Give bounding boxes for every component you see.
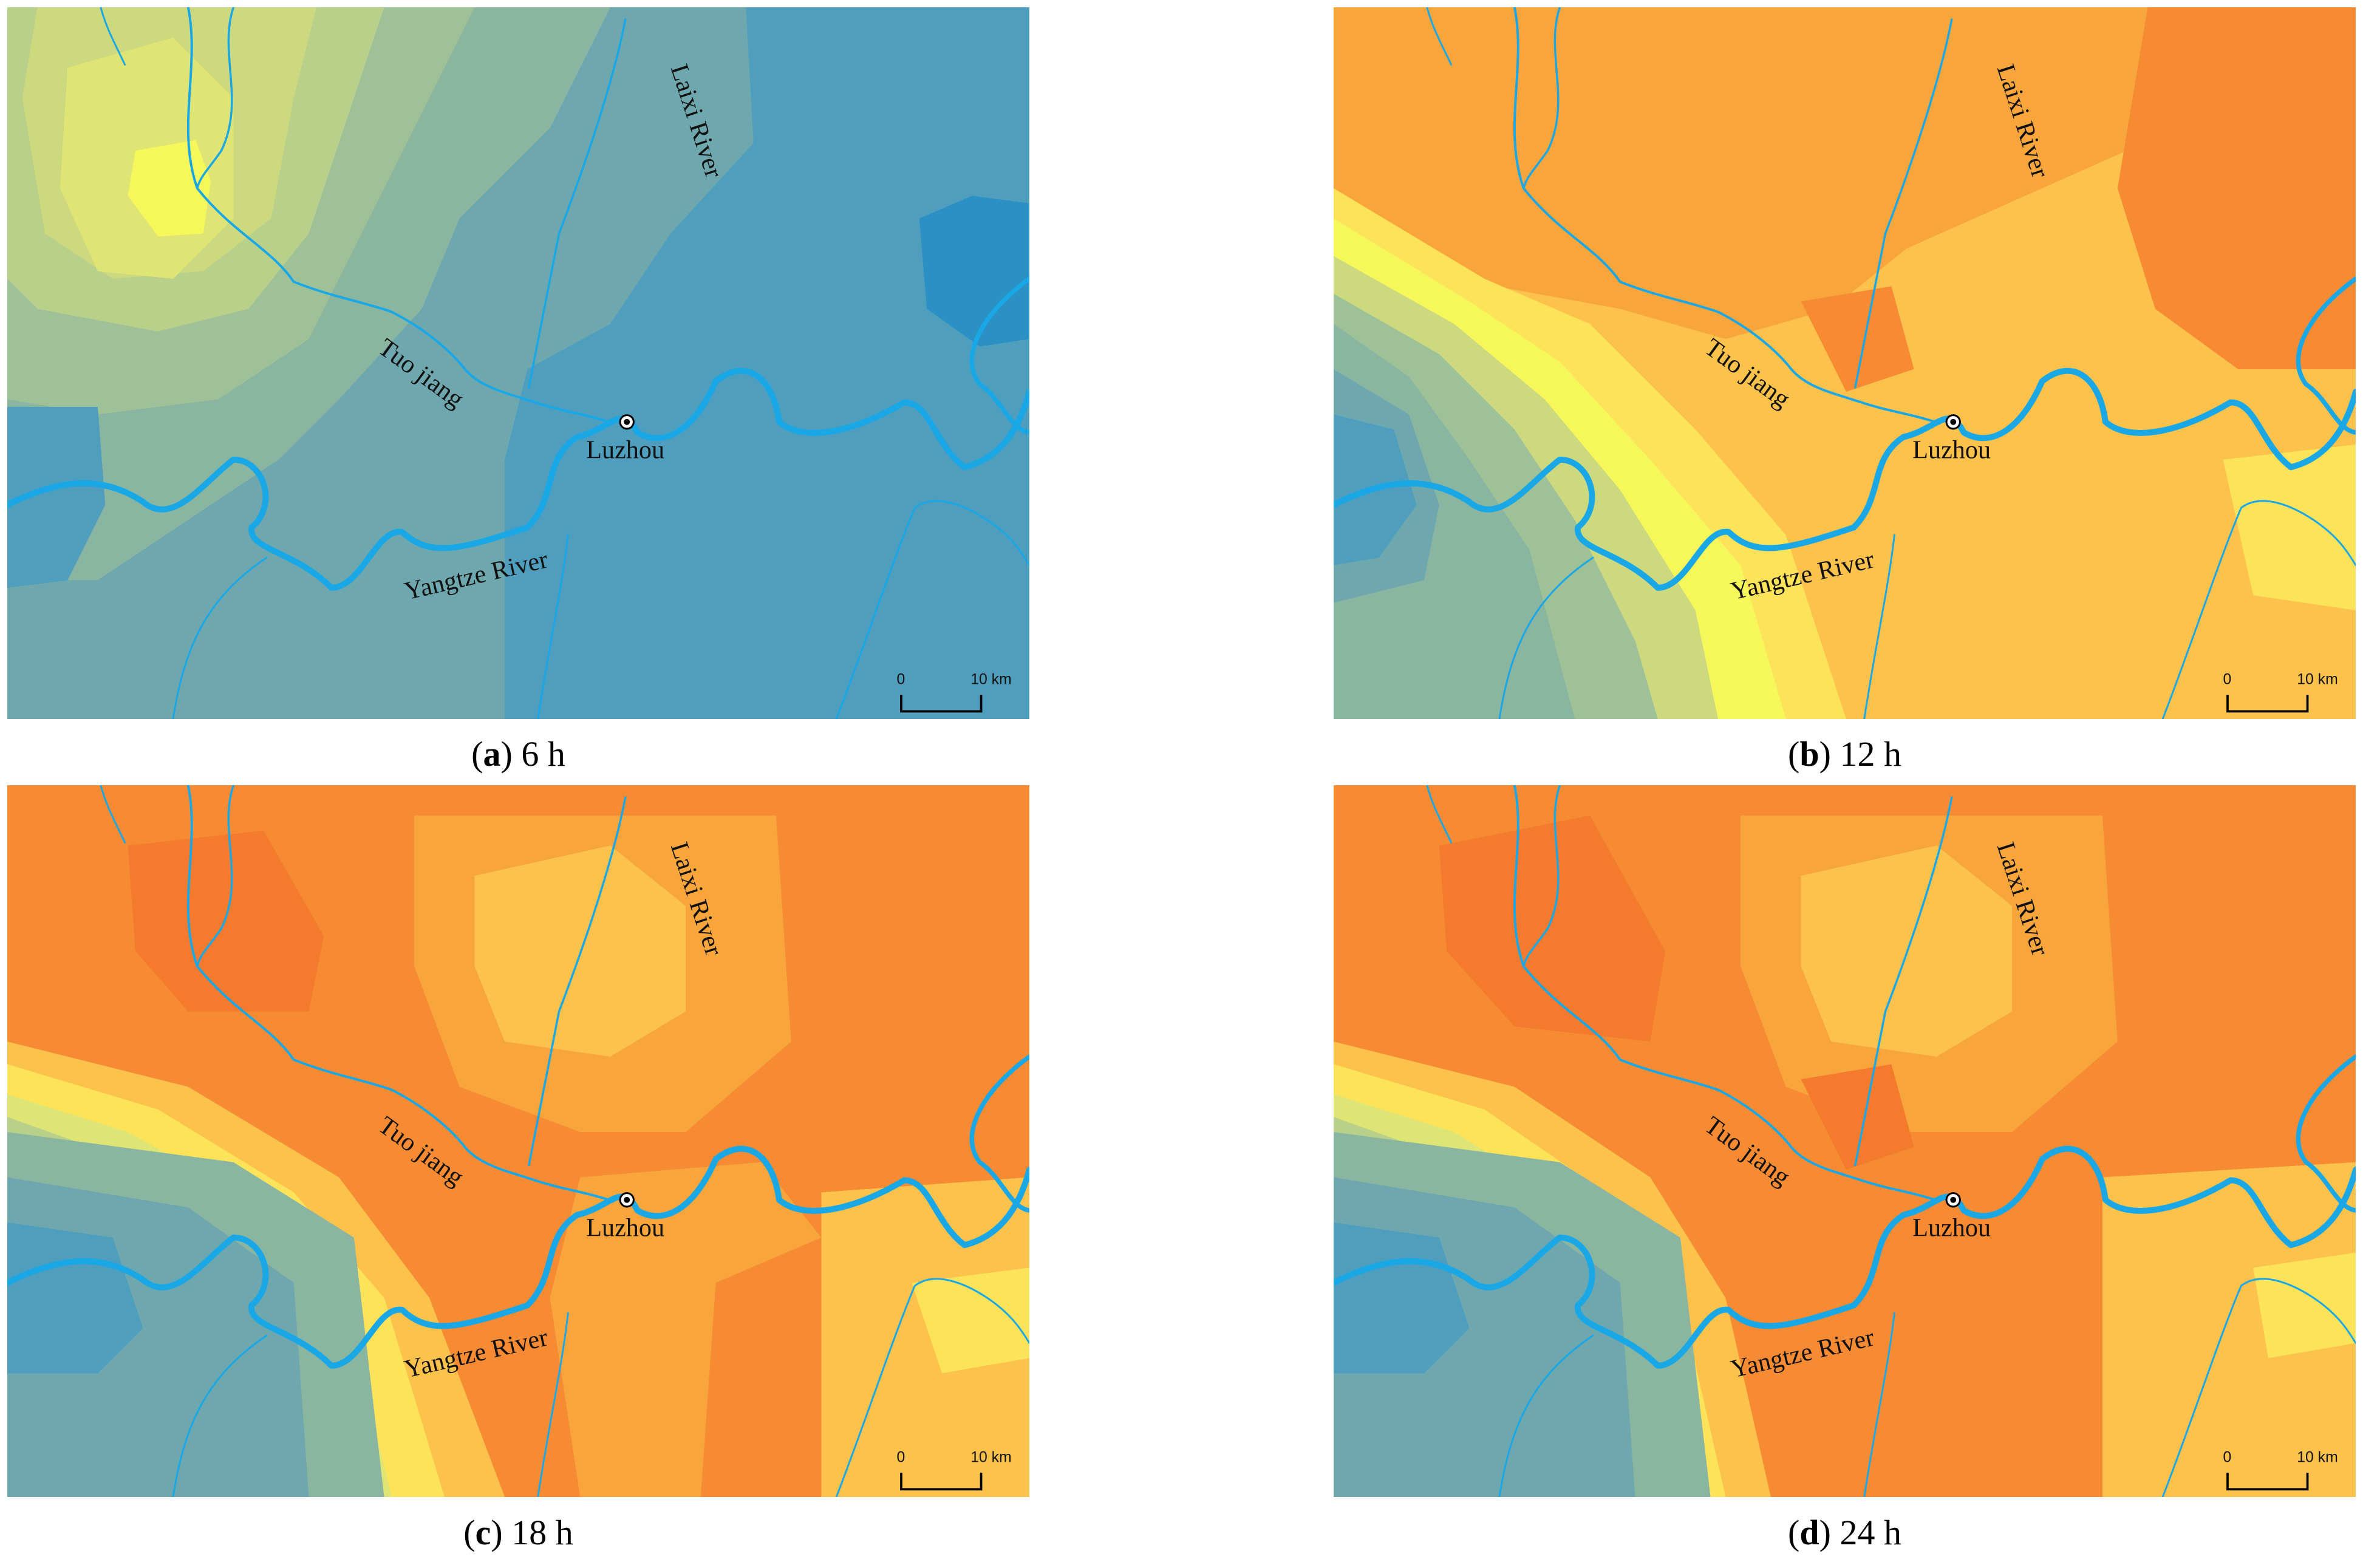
river-line xyxy=(1498,556,1594,719)
river-line xyxy=(1522,7,1561,189)
city-label: Luzhou xyxy=(586,435,664,464)
panel-time: 24 h xyxy=(1840,1513,1901,1552)
river-line xyxy=(2296,1054,2356,1213)
city-marker-dot xyxy=(1950,418,1957,425)
panel-caption-d: (d) 24 h xyxy=(1788,1513,1901,1552)
map-canvas: Luzhou Tuo jiang Laixi River Yangtze Riv… xyxy=(1334,7,2356,719)
panel-letter: b xyxy=(1799,734,1819,774)
panel-letter: c xyxy=(475,1513,491,1552)
scale-bar xyxy=(2226,695,2309,713)
river-line xyxy=(7,1145,1029,1369)
river-line xyxy=(1513,785,1941,1203)
map-canvas: Luzhou Tuo jiang Laixi River Yangtze Riv… xyxy=(1334,785,2356,1497)
scale-bar-end: 10 km xyxy=(2297,672,2338,688)
raster-zone xyxy=(1334,7,2239,339)
river-line xyxy=(1854,18,1953,389)
raster-zone xyxy=(2253,1252,2356,1358)
panel-time: 18 h xyxy=(511,1513,573,1552)
river-line xyxy=(1426,785,1453,844)
river-line xyxy=(1863,534,1895,719)
map-panel-a: Luzhou Tuo jiang Laixi River Yangtze Riv… xyxy=(7,7,1029,719)
river-line xyxy=(186,7,615,425)
panel-letter: a xyxy=(483,734,501,774)
raster-zone xyxy=(128,830,324,1012)
scale-bar xyxy=(900,1473,983,1491)
panel-time: 12 h xyxy=(1840,734,1901,774)
city-label: Luzhou xyxy=(586,1213,664,1242)
panel-time: 6 h xyxy=(521,734,565,774)
river-line xyxy=(100,785,126,844)
raster-zone xyxy=(1334,1222,1470,1374)
scale-bar-start: 0 xyxy=(897,672,905,688)
raster-zone xyxy=(2223,445,2356,611)
scale-bar-start: 0 xyxy=(2223,672,2232,688)
river-line xyxy=(537,1312,569,1497)
scale-bar xyxy=(2226,1473,2309,1491)
city-label: Luzhou xyxy=(1912,1213,1991,1242)
scale-bar-start: 0 xyxy=(897,1450,905,1466)
map-canvas: Luzhou Tuo jiang Laixi River Yangtze Riv… xyxy=(7,785,1029,1497)
raster-zone xyxy=(1439,815,1666,1042)
river-line xyxy=(2296,276,2356,435)
river-line xyxy=(1513,7,1941,425)
river-line xyxy=(100,7,126,66)
panel-caption-a: (a) 6 h xyxy=(471,734,565,774)
river-line xyxy=(537,534,569,719)
river-line xyxy=(172,1334,268,1497)
river-line xyxy=(186,785,615,1203)
river-line xyxy=(835,500,1029,719)
river-line xyxy=(528,18,627,389)
map-panel-d: Luzhou Tuo jiang Laixi River Yangtze Riv… xyxy=(1334,785,2356,1497)
river-line xyxy=(1522,785,1561,967)
river-line xyxy=(1426,7,1453,66)
river-line xyxy=(2161,500,2356,719)
raster-zone xyxy=(1801,1064,1914,1170)
raster-zone xyxy=(821,1177,1029,1497)
raster-zone xyxy=(912,1267,1029,1374)
river-line xyxy=(835,1278,1029,1497)
city-marker-dot xyxy=(624,418,630,425)
raster-zone xyxy=(1801,286,1914,392)
city-label: Luzhou xyxy=(1912,435,1991,464)
raster-zone xyxy=(7,1222,143,1374)
map-canvas: Luzhou Tuo jiang Laixi River Yangtze Riv… xyxy=(7,7,1029,719)
city-marker-dot xyxy=(1950,1196,1957,1203)
river-line xyxy=(172,556,268,719)
map-panel-c: Luzhou Tuo jiang Laixi River Yangtze Riv… xyxy=(7,785,1029,1497)
scale-bar-end: 10 km xyxy=(2297,1450,2338,1466)
panel-letter: d xyxy=(1799,1513,1819,1552)
raster-zone xyxy=(550,1162,822,1497)
river-line xyxy=(1498,1334,1594,1497)
river-line xyxy=(196,785,235,967)
river-line xyxy=(528,796,627,1167)
city-marker-dot xyxy=(624,1196,630,1203)
panel-caption-c: (c) 18 h xyxy=(463,1513,573,1552)
river-line xyxy=(2161,1278,2356,1497)
river-line xyxy=(196,7,235,189)
raster-zone xyxy=(919,196,1029,347)
raster-zone xyxy=(2117,7,2356,369)
river-line xyxy=(7,367,1029,591)
river-line xyxy=(969,1054,1029,1213)
river-line xyxy=(1334,1145,2356,1369)
scale-bar-end: 10 km xyxy=(970,672,1012,688)
river-line xyxy=(969,276,1029,435)
panel-caption-b: (b) 12 h xyxy=(1788,734,1901,774)
river-line xyxy=(1334,367,2356,591)
map-panel-b: Luzhou Tuo jiang Laixi River Yangtze Riv… xyxy=(1334,7,2356,719)
river-line xyxy=(1863,1312,1895,1497)
raster-zone xyxy=(7,406,106,588)
scale-bar xyxy=(900,695,983,713)
river-line xyxy=(1854,796,1953,1167)
scale-bar-end: 10 km xyxy=(970,1450,1012,1466)
scale-bar-start: 0 xyxy=(2223,1450,2232,1466)
